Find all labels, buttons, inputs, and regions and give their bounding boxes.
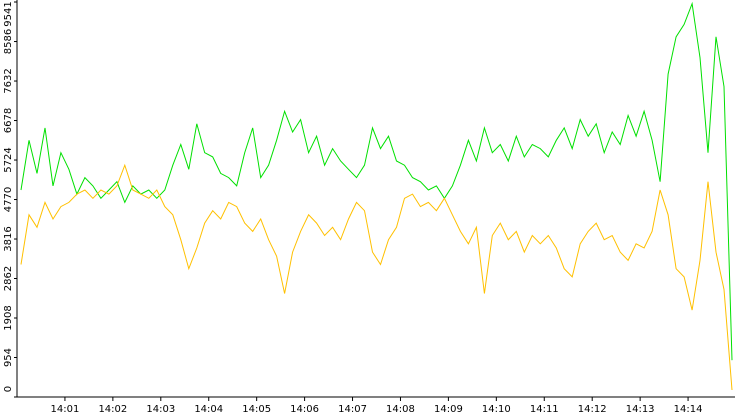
y-tick-label: 0 [3, 386, 14, 392]
series-line [20, 1, 733, 361]
x-tick-label: 14:11 [530, 404, 559, 415]
x-tick-label: 14:03 [146, 404, 175, 415]
x-tick-label: 14:10 [482, 404, 511, 415]
x-tick-label: 14:01 [51, 404, 80, 415]
x-tick-label: 14:12 [578, 404, 607, 415]
x-tick-label: 14:07 [338, 404, 367, 415]
y-tick-label: 1908 [3, 305, 14, 330]
y-tick-label: 9541 [3, 1, 14, 26]
y-tick-label: 3816 [3, 226, 14, 251]
x-tick-label: 14:06 [290, 404, 319, 415]
y-tick-label: 8586 [3, 29, 14, 54]
x-tick-label: 14:02 [98, 404, 127, 415]
x-tick-label: 14:05 [242, 404, 271, 415]
x-tick-label: 14:14 [674, 404, 703, 415]
y-tick-label: 2862 [3, 266, 14, 291]
x-tick-label: 14:09 [434, 404, 463, 415]
y-tick-label: 954 [3, 348, 14, 367]
y-tick-label: 4770 [3, 187, 14, 212]
y-tick-label: 7632 [3, 68, 14, 93]
series-line [20, 163, 733, 391]
x-tick-label: 14:04 [194, 404, 223, 415]
x-tick-label: 14:13 [626, 404, 655, 415]
y-tick-label: 6678 [3, 108, 14, 133]
y-tick-label: 5724 [3, 147, 14, 172]
x-tick-label: 14:08 [386, 404, 415, 415]
